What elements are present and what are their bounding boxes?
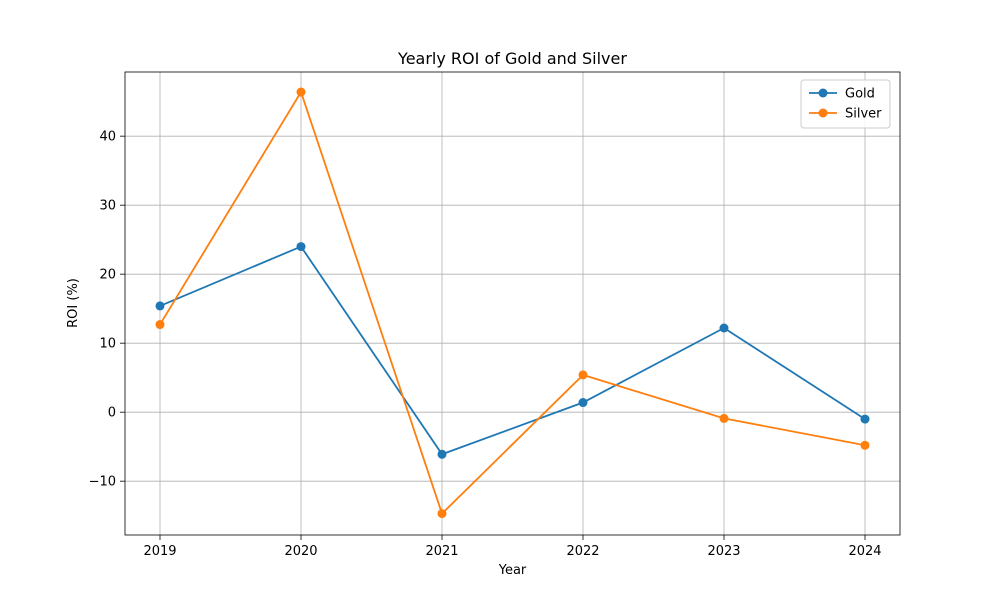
silver-data-point <box>578 370 588 380</box>
silver-legend-swatch-marker <box>818 108 828 118</box>
gold-data-point <box>860 414 870 424</box>
y-tick-label: 30 <box>99 199 116 214</box>
gold-data-point <box>719 323 729 333</box>
chart-title: Yearly ROI of Gold and Silver <box>397 49 627 68</box>
x-tick-label: 2020 <box>284 544 317 559</box>
gold-data-point <box>578 398 588 408</box>
x-axis-title: Year <box>498 563 527 578</box>
silver-data-point <box>719 413 729 423</box>
silver-series-line <box>159 89 866 516</box>
y-tick-label: 40 <box>99 130 116 145</box>
gold-series-line <box>159 245 866 456</box>
x-tick-label: 2021 <box>425 544 458 559</box>
silver-data-point <box>155 320 165 330</box>
silver-legend-label: Silver <box>845 107 882 122</box>
x-tick-label: 2019 <box>143 544 176 559</box>
y-tick-label: −10 <box>89 475 116 490</box>
x-tick-label: 2022 <box>566 544 599 559</box>
gold-data-point <box>155 301 165 311</box>
gold-legend-label: Gold <box>845 87 875 102</box>
gold-data-point <box>296 242 306 252</box>
silver-data-point <box>296 87 306 97</box>
gold-legend-swatch-marker <box>818 88 828 98</box>
axes-layer: 2019 2020 2021 2022 2023 2024 −10 0 10 20 30 40 <box>89 71 901 559</box>
y-tick-label: 20 <box>99 268 116 283</box>
plot-frame <box>124 71 901 536</box>
gold-data-point <box>437 449 447 459</box>
x-tick-label: 2024 <box>848 544 881 559</box>
series-layer <box>155 87 870 519</box>
legend: Gold Silver <box>800 79 891 129</box>
silver-data-point <box>860 440 870 450</box>
y-axis-title: ROI (%) <box>66 278 81 328</box>
y-tick-label: 10 <box>99 337 116 352</box>
grid-layer <box>125 72 900 535</box>
y-tick-label: 0 <box>108 406 116 421</box>
silver-data-point <box>437 509 447 519</box>
labels-layer: Yearly ROI of Gold and Silver Year ROI (… <box>66 49 627 578</box>
x-tick-label: 2023 <box>707 544 740 559</box>
